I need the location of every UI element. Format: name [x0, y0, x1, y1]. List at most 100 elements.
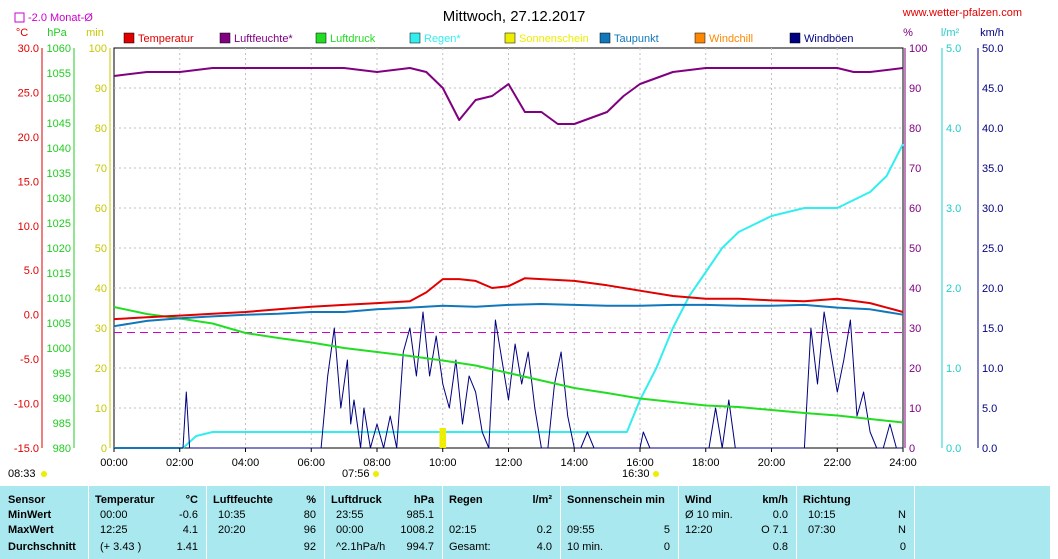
sunset-time: 16:30 — [622, 468, 650, 480]
stats-rain-time: Gesamt: — [449, 541, 491, 553]
stats-hum-value: 80 — [303, 509, 316, 521]
legend-item: Luftdruck — [330, 33, 376, 45]
unit-rain: l/m² — [941, 27, 960, 39]
stats-hum-value: 96 — [303, 524, 316, 536]
series-line-luftfeuchte — [113, 67, 904, 125]
x-tick-label: 00:00 — [100, 457, 128, 469]
hpa-axis-tick: 1000 — [47, 343, 71, 355]
hpa-axis-tick: 1030 — [47, 193, 71, 205]
temp-axis-tick: 5.0 — [24, 265, 39, 277]
pct-axis-tick: 30 — [909, 323, 921, 335]
legend-swatch — [219, 32, 231, 44]
min-axis-tick: 10 — [95, 403, 107, 415]
hpa-axis-tick: 995 — [53, 368, 71, 380]
stats-separator — [206, 486, 207, 559]
sun-icon — [373, 471, 379, 477]
rain-axis-tick: 3.0 — [946, 203, 961, 215]
hpa-axis-tick: 1025 — [47, 218, 71, 230]
sun-icon — [41, 471, 47, 477]
stats-header-temp: Temperatur — [95, 494, 155, 506]
series-line-windböen — [114, 311, 903, 449]
hpa-axis-tick: 1035 — [47, 168, 71, 180]
unit-kmh: km/h — [980, 27, 1004, 39]
stats-hum-time: 10:35 — [218, 509, 246, 521]
sunrise-time: 08:33 — [8, 468, 36, 480]
sunshine-bar — [439, 428, 443, 448]
site-link: www.wetter-pfalzen.com — [902, 7, 1022, 19]
stats-rain-time: 02:15 — [449, 524, 477, 536]
pct-axis-tick: 80 — [909, 123, 921, 135]
hpa-axis-tick: 1050 — [47, 93, 71, 105]
stats-header-rain-unit: l/m² — [532, 494, 552, 506]
temp-axis-tick: 0.0 — [24, 310, 39, 322]
legend-item: Temperatur — [138, 33, 194, 45]
min-axis-tick: 60 — [95, 203, 107, 215]
legend-swatch — [409, 32, 421, 44]
stats-separator — [678, 486, 679, 559]
stats-press-time: 23:55 — [336, 509, 364, 521]
stats-temp-time: 12:25 — [100, 524, 128, 536]
stats-sun-time: 10 min. — [567, 541, 604, 553]
stats-row-label: MinWert — [8, 509, 52, 521]
pct-axis-tick: 100 — [909, 43, 927, 55]
pct-axis-tick: 50 — [909, 243, 921, 255]
temp-axis-tick: -15.0 — [14, 443, 39, 455]
hpa-axis-tick: 990 — [53, 393, 71, 405]
stats-header-press-unit: hPa — [413, 494, 434, 506]
hpa-axis-tick: 1010 — [47, 293, 71, 305]
temp-axis-tick: -5.0 — [20, 354, 39, 366]
stats-dir-value: N — [898, 509, 906, 521]
stats-temp-time: (+ 3.43 ) — [100, 541, 142, 553]
stats-header-hum: Luftfeuchte — [213, 494, 273, 506]
hpa-axis-tick: 1005 — [47, 318, 71, 330]
pct-axis-tick: 70 — [909, 163, 921, 175]
pct-axis-tick: 40 — [909, 283, 921, 295]
stats-header-temp-unit: °C — [185, 494, 198, 506]
stats-temp-time: 00:00 — [100, 509, 128, 521]
stats-sun-time: 09:55 — [567, 524, 595, 536]
kmh-axis-tick: 10.0 — [982, 363, 1003, 375]
unit-pct: % — [903, 27, 913, 39]
stats-wind-time: Ø 10 min. — [685, 509, 733, 521]
stats-dir-value: 0 — [899, 541, 906, 553]
min-axis-tick: 0 — [101, 443, 107, 455]
unit-temp: °C — [16, 27, 28, 39]
x-tick-label: 22:00 — [823, 457, 851, 469]
stats-press-value: 994.7 — [406, 541, 434, 553]
rain-axis-tick: 0.0 — [946, 443, 961, 455]
stats-separator — [442, 486, 443, 559]
stats-press-value: 1008.2 — [400, 524, 434, 536]
x-tick-label: 08:00 — [363, 457, 391, 469]
stats-wind-value: 0.8 — [772, 541, 788, 553]
legend-swatch — [504, 32, 516, 44]
stats-row-label: MaxWert — [8, 524, 54, 536]
stats-separator — [88, 486, 89, 559]
hpa-axis-tick: 1045 — [47, 118, 71, 130]
stats-sun-value: 5 — [663, 524, 670, 536]
kmh-axis-tick: 45.0 — [982, 83, 1003, 95]
kmh-axis-tick: 40.0 — [982, 123, 1003, 135]
stats-wind-value: 0.0 — [772, 509, 788, 521]
legend-swatch — [315, 32, 327, 44]
unit-hpa: hPa — [47, 27, 67, 39]
stats-header-sensor: Sensor — [8, 494, 46, 506]
min-axis-tick: 40 — [95, 283, 107, 295]
min-axis-tick: 20 — [95, 363, 107, 375]
kmh-axis-tick: 5.0 — [982, 403, 997, 415]
stats-header-sun: Sonnenschein min — [567, 494, 665, 506]
x-tick-label: 02:00 — [166, 457, 194, 469]
stats-hum-value: 92 — [303, 541, 316, 553]
stats-header-dir: Richtung — [803, 494, 851, 506]
hpa-axis-tick: 985 — [53, 418, 71, 430]
series-line-luftdruck — [113, 306, 904, 424]
legend-swatch — [789, 32, 801, 44]
stats-table: Sensor Temperatur °C Luftfeuchte% Luftdruck h… — [0, 486, 1050, 559]
stats-dir-time: 10:15 — [808, 509, 836, 521]
kmh-axis-tick: 50.0 — [982, 43, 1003, 55]
temp-axis-tick: 25.0 — [18, 87, 39, 99]
legend-item: Taupunkt — [614, 33, 659, 45]
x-tick-label: 16:00 — [626, 457, 654, 469]
series-line-regen — [114, 143, 904, 449]
legend-item: Sonnenschein — [519, 33, 589, 45]
sunshine-start-time: 07:56 — [342, 468, 370, 480]
